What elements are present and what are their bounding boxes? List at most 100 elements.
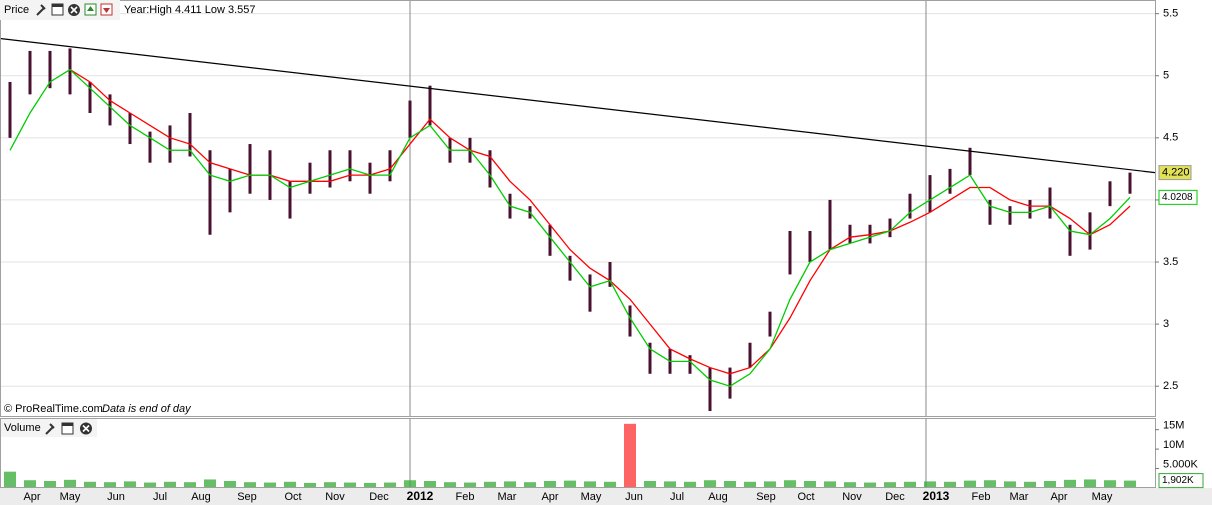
y-tick-label: 3 (1163, 318, 1169, 330)
last-price-box (1158, 165, 1192, 181)
y-tick-label: 2.5 (1163, 380, 1178, 392)
volume-bar (524, 482, 536, 488)
volume-tick-label: 15M (1163, 420, 1184, 432)
x-tick-label: Apr (1050, 491, 1067, 503)
volume-bar (224, 481, 236, 488)
volume-bar (64, 479, 76, 488)
volume-bar (324, 482, 336, 488)
volume-bar (724, 481, 736, 488)
volume-title: Volume (4, 422, 41, 434)
x-tick-label: May (60, 491, 81, 503)
x-tick-label: Nov (842, 491, 862, 503)
volume-bar (264, 482, 276, 488)
x-tick-label: Aug (708, 491, 728, 503)
volume-bar (404, 480, 416, 488)
volume-bar (104, 482, 116, 488)
mark-layer (0, 37, 1156, 488)
volume-bar (1064, 479, 1076, 488)
volume-bar (84, 481, 96, 488)
volume-bar (864, 482, 876, 488)
x-tick-label: Nov (325, 491, 345, 503)
volume-tick-label: 5.000K (1163, 458, 1199, 470)
trendline (0, 37, 1156, 174)
volume-bar (124, 481, 136, 488)
volume-bar (1004, 481, 1016, 488)
volume-bar (1044, 481, 1056, 488)
y-tick-label: 5 (1163, 70, 1169, 82)
close-icon-x (70, 6, 78, 14)
volume-bar (964, 480, 976, 488)
subtitle: Year:High 4.411 Low 3.557 (124, 4, 256, 16)
volume-bar (704, 480, 716, 488)
x-tick-label: Apr (541, 491, 558, 503)
volume-bar (564, 480, 576, 488)
x-tick-label: Apr (23, 491, 40, 503)
volume-bar (1124, 480, 1136, 488)
volume-bar (544, 481, 556, 488)
x-tick-label: 2013 (923, 489, 950, 503)
price-title: Price (4, 4, 29, 16)
volume-bar (784, 480, 796, 488)
window-icon-bar (52, 4, 63, 7)
volume-close-x (82, 424, 90, 433)
x-tick-label: Oct (797, 491, 814, 503)
volume-bar (424, 481, 436, 488)
volume-bar (904, 481, 916, 488)
volume-last-label: 1,902K (1162, 475, 1194, 486)
volume-bar (764, 481, 776, 488)
volume-bar (944, 481, 956, 488)
x-tick-label: Jun (625, 491, 643, 503)
volume-bar (444, 482, 456, 488)
toolbar-icons (36, 3, 113, 16)
volume-bar (164, 481, 176, 488)
volume-bar (884, 482, 896, 488)
last-price-label: 4.220 (1162, 167, 1190, 179)
volume-bar (24, 480, 36, 488)
volume-bar (344, 482, 356, 488)
down-arrow (103, 8, 110, 13)
volume-tick-label: 10M (1163, 439, 1184, 451)
grid-layer (0, 0, 1155, 488)
volume-bar (804, 481, 816, 488)
volume-bar (1024, 481, 1036, 488)
volume-bar (284, 481, 296, 488)
moving-average (9, 68, 1131, 387)
x-tick-label: Jul (670, 491, 684, 503)
x-tick-label: Sep (237, 491, 257, 503)
volume-bar (1084, 479, 1096, 488)
x-tick-label: Jun (107, 491, 125, 503)
x-tick-label: 2012 (407, 489, 434, 503)
source: © ProRealTime.com (4, 403, 103, 415)
x-tick-label: Oct (284, 491, 301, 503)
moving-average (69, 68, 1131, 375)
x-tick-label: Mar (498, 491, 517, 503)
volume-bar (684, 481, 696, 488)
price-frame (0, 0, 1156, 417)
volume-bar (464, 482, 476, 488)
volume-frame (0, 418, 1156, 488)
ma-label: 4.0208 (1162, 192, 1193, 203)
x-axis-band (0, 488, 1212, 505)
volume-bar (364, 482, 376, 488)
x-tick-label: Dec (885, 491, 905, 503)
volume-bar (824, 481, 836, 488)
volume-bar (624, 423, 636, 488)
volume-bar (4, 471, 16, 488)
volume-bar (304, 482, 316, 488)
x-tick-label: Feb (456, 491, 475, 503)
volume-window-bar (62, 423, 73, 426)
volume-bar (924, 481, 936, 488)
volume-settings-icon[interactable] (45, 423, 55, 435)
ma-box (1158, 189, 1198, 205)
volume-bar (584, 481, 596, 488)
x-tick-label: May (581, 491, 602, 503)
x-tick-label: Mar (1010, 491, 1029, 503)
settings-icon[interactable] (36, 4, 46, 16)
volume-last-box (1158, 473, 1204, 489)
volume-bar (744, 481, 756, 488)
volume-bar (984, 480, 996, 488)
volume-bar (384, 482, 396, 488)
x-tick-label: Feb (972, 491, 991, 503)
note: Data is end of day (102, 403, 192, 415)
